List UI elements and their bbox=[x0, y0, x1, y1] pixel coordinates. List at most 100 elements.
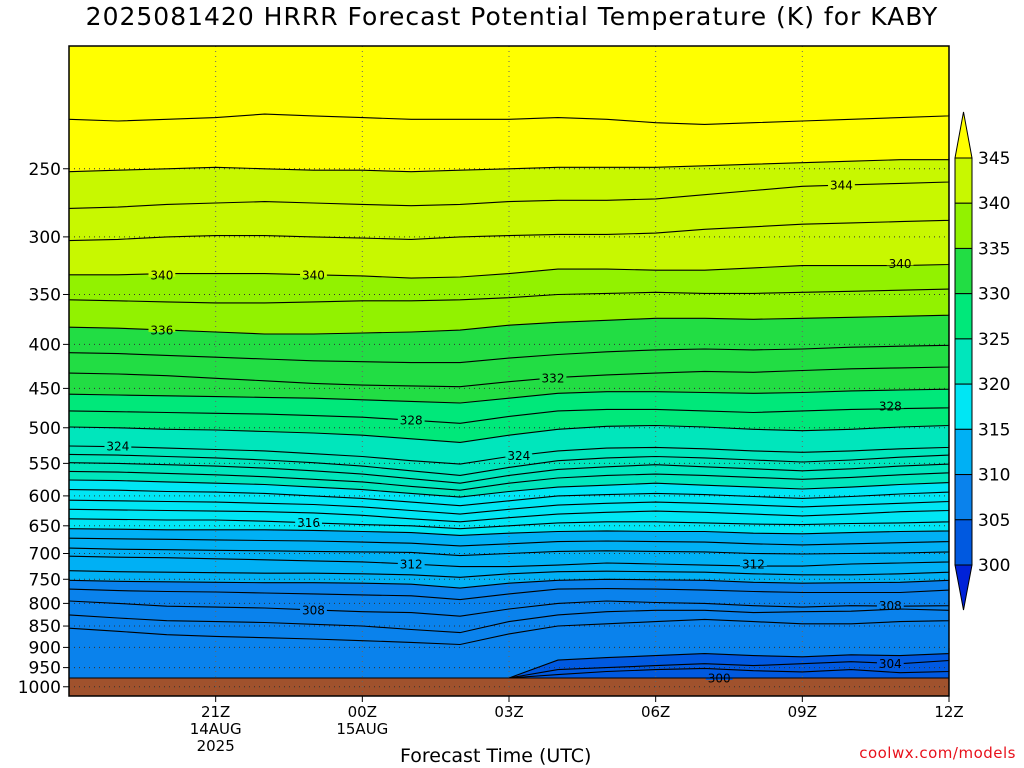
label-gap bbox=[148, 327, 176, 332]
label-gap bbox=[397, 562, 425, 567]
isentrope-label-text: 312 bbox=[400, 558, 423, 572]
isentrope-334 bbox=[68, 344, 950, 364]
isentrope-318 bbox=[68, 499, 950, 515]
isentrope-312 bbox=[68, 555, 950, 568]
colorbar-box bbox=[954, 383, 973, 430]
isentrope-lines bbox=[68, 113, 950, 680]
isentrope-label-text: 340 bbox=[150, 268, 173, 282]
isentrope-label-text: 316 bbox=[297, 516, 320, 530]
colorbar-box bbox=[954, 157, 973, 204]
y-tick-label: 1000 bbox=[18, 678, 61, 698]
isentrope-310 bbox=[68, 578, 950, 589]
colorbar-box bbox=[954, 338, 973, 385]
isentrope-label-text: 336 bbox=[150, 323, 173, 337]
isentrope-330 bbox=[68, 388, 950, 404]
y-tick-label: 950 bbox=[29, 659, 61, 679]
y-tick-label: 750 bbox=[29, 570, 61, 590]
isentrope-336 bbox=[68, 314, 950, 335]
isentrope-label-text: 324 bbox=[106, 439, 129, 453]
fill-band bbox=[69, 46, 949, 125]
isentrope-317 bbox=[68, 508, 950, 523]
isentrope-labels: 300 304 308 312 316 324 328 332 336 340 344 340 340 3… bbox=[106, 179, 912, 686]
x-axis-label: Forecast Time (UTC) bbox=[400, 745, 592, 767]
isentrope-322 bbox=[68, 462, 950, 484]
label-gap bbox=[876, 661, 904, 666]
site-credit: coolwx.com/models bbox=[859, 744, 1016, 762]
x-tick-label: 12Z bbox=[934, 703, 963, 721]
y-tick-label: 650 bbox=[29, 517, 61, 537]
isentrope-328 bbox=[68, 406, 950, 424]
isentrope-label-text: 332 bbox=[542, 371, 565, 385]
isentrope-305 bbox=[69, 647, 950, 679]
y-tick-label: 850 bbox=[29, 617, 61, 637]
isentrope-label: 308 bbox=[302, 603, 325, 617]
isentrope-label: 312 bbox=[400, 558, 423, 572]
y-tick-label: 250 bbox=[29, 160, 61, 180]
isentrope-338 bbox=[68, 288, 950, 304]
colorbar-box bbox=[954, 519, 973, 566]
isentrope-label: 340 bbox=[889, 257, 912, 271]
y-tick-label: 700 bbox=[29, 544, 61, 564]
x-tick-label: 14AUG bbox=[190, 720, 242, 738]
isentrope-label-text: 340 bbox=[889, 257, 912, 271]
x-tick-label: 06Z bbox=[641, 703, 670, 721]
isentrope-label-text: 304 bbox=[879, 657, 902, 671]
y-tick-label: 500 bbox=[29, 419, 61, 439]
colorbar-box bbox=[954, 474, 973, 521]
isentrope-316 bbox=[68, 518, 950, 530]
label-gap bbox=[828, 183, 855, 188]
colorbar-extend-bottom bbox=[954, 564, 973, 611]
colorbar-box bbox=[954, 428, 973, 476]
isentrope-306 bbox=[68, 618, 950, 646]
label-gap bbox=[295, 520, 322, 525]
isentrope-label-text: 340 bbox=[302, 268, 325, 282]
isentrope-label: 340 bbox=[302, 268, 325, 282]
isentrope-340 bbox=[69, 263, 950, 279]
colorbar-tick-label: 300 bbox=[978, 556, 1010, 576]
label-gap bbox=[300, 607, 327, 612]
label-gap bbox=[876, 404, 904, 409]
colorbar-tick-label: 325 bbox=[978, 330, 1010, 350]
isentrope-label-text: 328 bbox=[879, 400, 902, 414]
label-gap bbox=[104, 443, 132, 448]
x-tick-label: 03Z bbox=[494, 703, 523, 721]
label-gap bbox=[886, 261, 914, 266]
isentrope-307 bbox=[68, 608, 950, 634]
colorbar-tick-label: 310 bbox=[978, 466, 1010, 486]
isentrope-label: 328 bbox=[879, 400, 902, 414]
y-tick-label: 300 bbox=[29, 228, 61, 248]
isentrope-label-text: 344 bbox=[830, 179, 853, 193]
colorbar-box bbox=[954, 293, 973, 340]
isentrope-315 bbox=[68, 528, 950, 536]
colorbar-tick-label: 330 bbox=[978, 285, 1010, 305]
x-tick-label: 21Z bbox=[201, 703, 230, 721]
y-tick-label: 900 bbox=[29, 638, 61, 658]
colorbar-box bbox=[954, 202, 973, 249]
colorbar-tick-label: 340 bbox=[978, 194, 1010, 214]
isentrope-label: 324 bbox=[106, 439, 129, 453]
colorbar-tick-label: 335 bbox=[978, 239, 1010, 259]
isentrope-label: 316 bbox=[297, 516, 320, 530]
isentrope-313 bbox=[68, 547, 950, 557]
y-tick-label: 400 bbox=[29, 335, 61, 355]
isentrope-321 bbox=[68, 470, 950, 491]
y-tick-label: 550 bbox=[29, 454, 61, 474]
colorbar-box bbox=[954, 247, 973, 295]
isentrope-332 bbox=[68, 366, 950, 388]
isentrope-348 bbox=[68, 113, 950, 125]
label-gap bbox=[876, 603, 904, 608]
isentrope-326 bbox=[68, 424, 950, 443]
y-tick-label: 350 bbox=[29, 285, 61, 305]
y-axis: 2503003504004505005506006507007508008509… bbox=[18, 160, 69, 698]
isentrope-319 bbox=[68, 489, 950, 507]
isentrope-label-text: 300 bbox=[708, 672, 731, 686]
isentrope-label: 336 bbox=[150, 323, 173, 337]
isentrope-label: 332 bbox=[542, 371, 565, 385]
colorbar-tick-label: 320 bbox=[978, 375, 1010, 395]
isentrope-342 bbox=[68, 219, 950, 242]
colorbar-tick-label: 305 bbox=[978, 511, 1010, 531]
isentrope-label-text: 308 bbox=[302, 603, 325, 617]
label-gap bbox=[740, 562, 767, 567]
